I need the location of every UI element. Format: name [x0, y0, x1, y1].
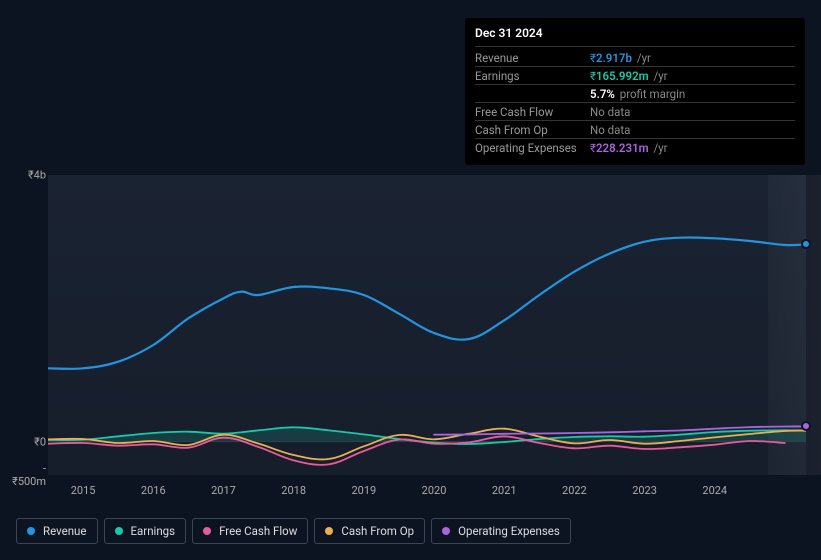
tooltip-rows: Revenue₹2.917b /yrEarnings₹165.992m /yr5…	[475, 49, 795, 157]
tooltip-row: Free Cash FlowNo data	[475, 103, 795, 121]
legend-item[interactable]: Earnings	[104, 518, 187, 544]
x-axis-tick: 2017	[211, 484, 236, 497]
tooltip-row: Operating Expenses₹228.231m /yr	[475, 139, 795, 157]
x-axis-tick: 2016	[141, 484, 166, 497]
tooltip-row-value: No data	[590, 105, 630, 119]
legend-label: Operating Expenses	[458, 524, 560, 538]
legend-item[interactable]: Revenue	[16, 518, 98, 544]
chart-tooltip: Dec 31 2024 Revenue₹2.917b /yrEarnings₹1…	[465, 18, 805, 165]
series-end-marker	[801, 421, 811, 431]
tooltip-row-label: Cash From Op	[475, 123, 590, 137]
legend-item[interactable]: Cash From Op	[314, 518, 425, 544]
legend-dot-icon	[325, 527, 333, 535]
series-line	[48, 237, 806, 368]
legend-dot-icon	[115, 527, 123, 535]
y-axis: ₹4b₹0-₹500m	[16, 175, 46, 475]
tooltip-title: Dec 31 2024	[475, 26, 795, 47]
legend-dot-icon	[27, 527, 35, 535]
tooltip-row-label: Operating Expenses	[475, 141, 590, 155]
tooltip-row-label: Free Cash Flow	[475, 105, 590, 119]
tooltip-row: 5.7% profit margin	[475, 85, 795, 103]
chart-plot[interactable]	[48, 175, 806, 475]
tooltip-row: Cash From OpNo data	[475, 121, 795, 139]
x-axis-tick: 2022	[562, 484, 587, 497]
legend-label: Cash From Op	[341, 524, 414, 538]
financial-chart: ₹4b₹0-₹500m	[16, 175, 806, 475]
legend-label: Free Cash Flow	[219, 524, 297, 538]
chart-lines-svg	[48, 175, 806, 475]
x-axis-tick: 2021	[492, 484, 517, 497]
legend-dot-icon	[203, 527, 211, 535]
legend-label: Revenue	[43, 524, 87, 538]
tooltip-row-label: Revenue	[475, 51, 590, 65]
tooltip-row-value: No data	[590, 123, 630, 137]
legend-dot-icon	[442, 527, 450, 535]
tooltip-row: Earnings₹165.992m /yr	[475, 67, 795, 85]
tooltip-row: Revenue₹2.917b /yr	[475, 49, 795, 67]
tooltip-row-value: ₹165.992m /yr	[590, 69, 668, 83]
tooltip-row-value: 5.7% profit margin	[590, 87, 685, 101]
y-axis-tick: -₹500m	[12, 462, 46, 488]
y-axis-tick: ₹0	[34, 435, 46, 448]
series-end-marker	[801, 239, 811, 249]
legend-label: Earnings	[131, 524, 176, 538]
x-axis-tick: 2019	[351, 484, 376, 497]
legend-item[interactable]: Free Cash Flow	[192, 518, 308, 544]
chart-legend: Revenue Earnings Free Cash Flow Cash From O…	[16, 518, 571, 544]
x-axis-tick: 2018	[281, 484, 306, 497]
x-axis-tick: 2023	[632, 484, 657, 497]
x-axis-tick: 2020	[422, 484, 447, 497]
x-axis-tick: 2015	[71, 484, 96, 497]
legend-item[interactable]: Operating Expenses	[431, 518, 571, 544]
x-axis-tick: 2024	[702, 484, 727, 497]
tooltip-row-value: ₹228.231m /yr	[590, 141, 668, 155]
y-axis-tick: ₹4b	[28, 169, 46, 182]
tooltip-row-value: ₹2.917b /yr	[590, 51, 651, 65]
tooltip-row-label: Earnings	[475, 69, 590, 83]
